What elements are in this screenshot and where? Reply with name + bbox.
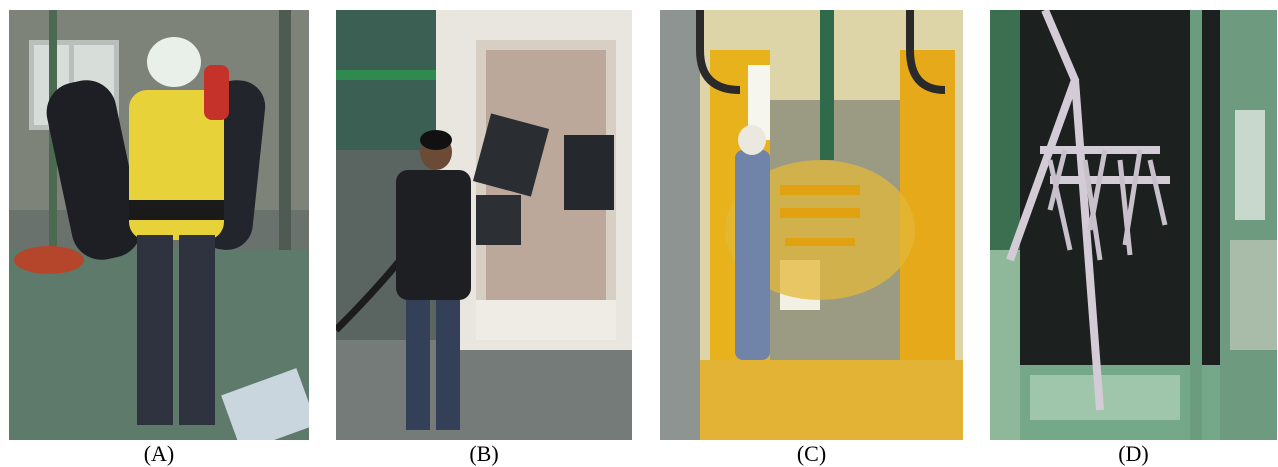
- photo-a-worker-carrying-panels: [9, 10, 309, 440]
- photo-d-hanging-frames: [990, 10, 1277, 440]
- caption-d: (D): [1118, 441, 1149, 466]
- caption-c: (C): [796, 441, 827, 466]
- photo-panel-a: [9, 10, 309, 440]
- photo-c-yellow-powder-booth: [660, 10, 963, 440]
- photo-panel-b: [336, 10, 632, 440]
- photo-panel-c: [660, 10, 963, 440]
- caption-b: (B): [469, 441, 499, 466]
- caption-a: (A): [143, 441, 175, 466]
- photo-b-spray-booth: [336, 10, 632, 440]
- photo-panel-d: [990, 10, 1277, 440]
